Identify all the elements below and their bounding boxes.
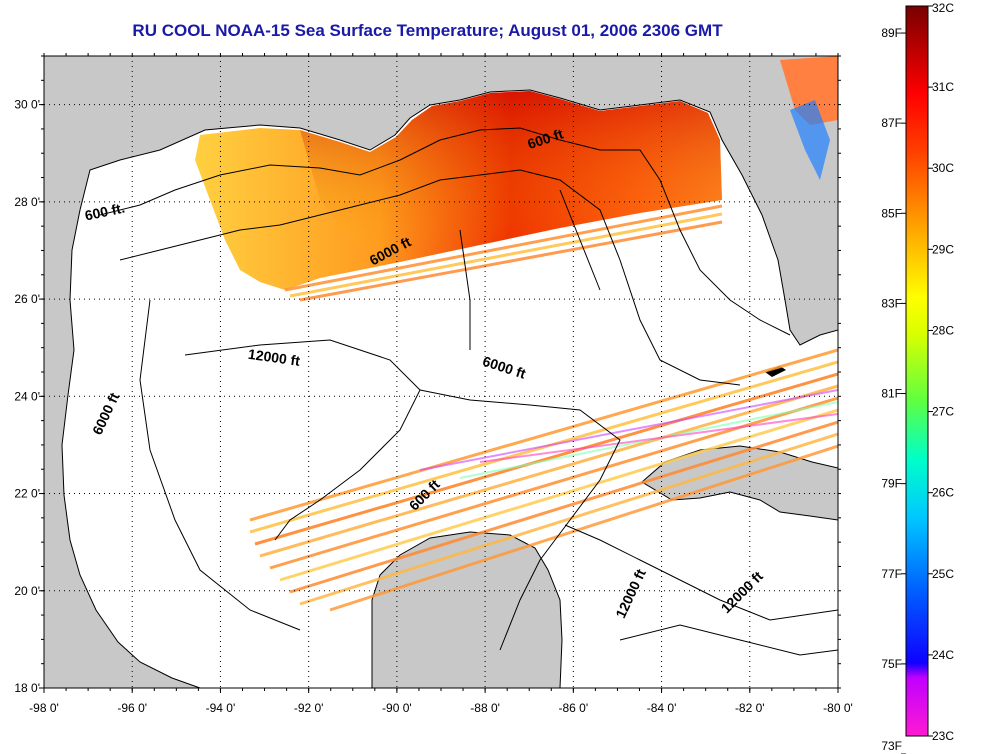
sst-atlantic-cool [790,100,830,180]
sst-swath-streaks [249,204,838,612]
lon-tick-label: -98 0' [29,701,59,715]
lat-tick-label: 26 0' [14,292,40,306]
lon-tick-label: -80 0' [823,701,853,715]
celsius-label: 30C [932,161,954,175]
axis-ticks [39,53,841,693]
fahrenheit-label: 77F [881,567,902,581]
celsius-label: 31C [932,80,954,94]
celsius-label: 24C [932,648,954,662]
celsius-label: 23C [932,729,954,743]
lon-tick-label: -88 0' [470,701,500,715]
fahrenheit-label: 83F [881,296,902,310]
axis-tick-labels: -98 0' -96 0' -94 0' -92 0' -90 0' -88 0' -86 … [14,98,852,715]
fahrenheit-label: 75F [881,657,902,671]
lon-tick-label: -92 0' [294,701,324,715]
celsius-label: 32C [932,1,954,15]
celsius-label: 25C [932,567,954,581]
fahrenheit-label: 73F [881,739,902,753]
celsius-label: 29C [932,242,954,256]
lat-tick-label: 30 0' [14,98,40,112]
colorbar [905,5,929,737]
fahrenheit-label: 85F [881,206,902,220]
celsius-label: 26C [932,486,954,500]
lat-tick-label: 22 0' [14,487,40,501]
lon-tick-label: -96 0' [117,701,147,715]
fahrenheit-label: 87F [881,116,902,130]
florida-tip [765,366,786,377]
fahrenheit-label: 89F [881,26,902,40]
lon-tick-label: -94 0' [206,701,236,715]
lon-tick-label: -82 0' [735,701,765,715]
celsius-label: 28C [932,323,954,337]
lon-tick-label: -90 0' [382,701,412,715]
map-title: RU COOL NOAA-15 Sea Surface Temperature;… [132,21,723,40]
lat-tick-label: 28 0' [14,195,40,209]
lon-tick-label: -84 0' [647,701,677,715]
sst-north-gulf-shade [300,91,722,262]
lon-tick-label: -86 0' [559,701,589,715]
lat-tick-label: 18 0' [14,681,40,695]
bathymetry-contours [99,127,838,656]
lat-tick-label: 24 0' [14,389,40,403]
fahrenheit-label: 79F [881,477,902,491]
colorbar-ticks: 32C 31C 30C 29C 28C 27C 26C 25C 24C 23C 89F 87F 85F 8… [881,1,954,754]
lat-tick-label: 20 0' [14,584,40,598]
celsius-label: 27C [932,405,954,419]
fahrenheit-label: 81F [881,387,902,401]
yucatan-land [371,531,563,688]
sst-atlantic-corner [780,56,838,125]
graticule [44,56,838,688]
contour-label: 12000 ft [247,346,301,369]
sst-scattered-cool [419,389,838,479]
